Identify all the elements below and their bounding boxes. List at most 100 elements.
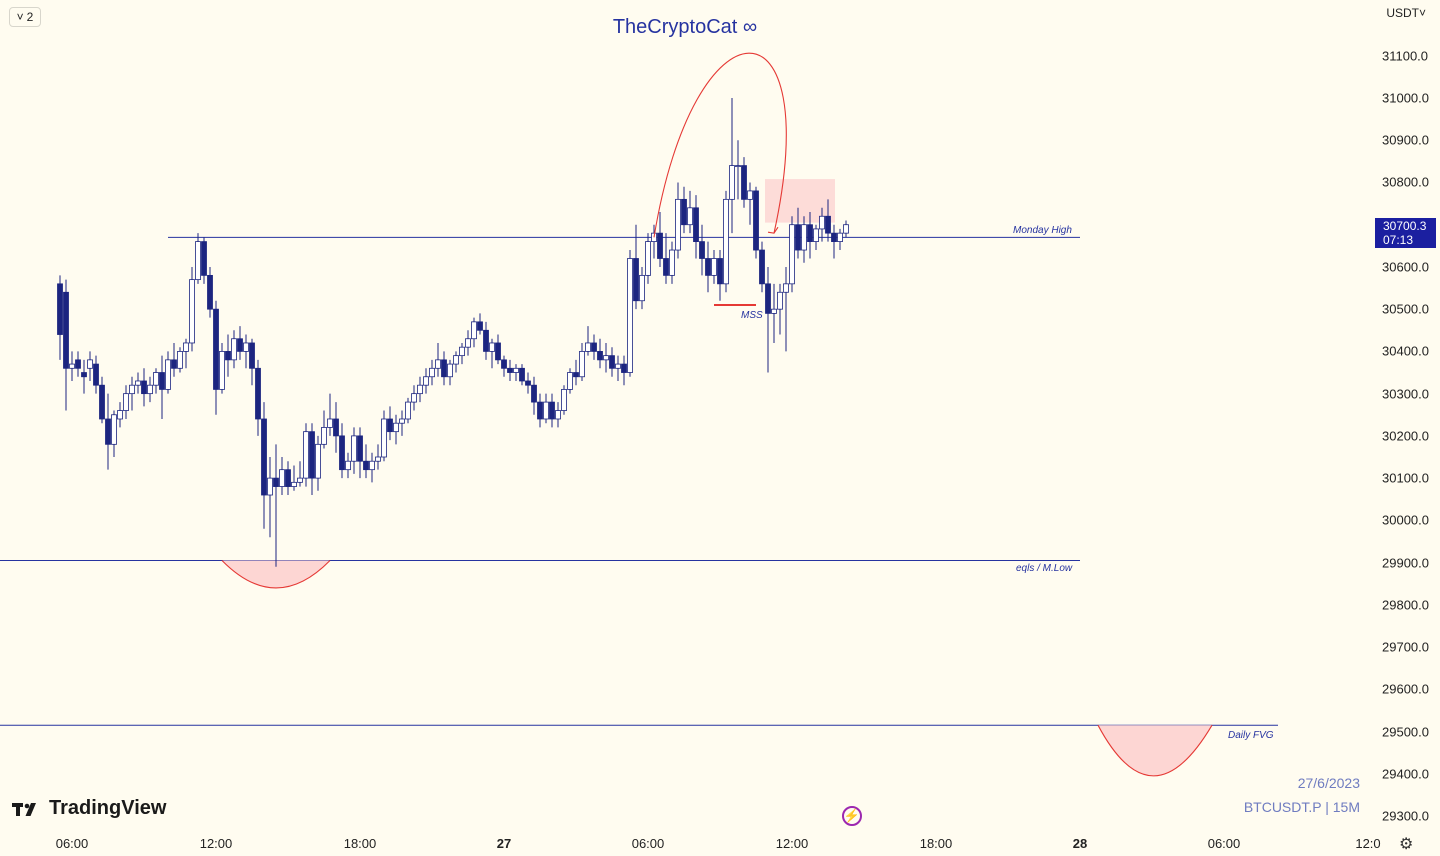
- candle-body-102: [669, 249, 675, 276]
- candle-body-28: [225, 351, 231, 361]
- candle-body-46: [333, 418, 339, 437]
- candle-body-25: [207, 274, 213, 310]
- time-tick-label: 12:00: [199, 836, 233, 851]
- price-tick-label: 30000.0: [1382, 512, 1429, 528]
- candle-body-130: [837, 232, 843, 242]
- mss-label: MSS: [741, 310, 763, 321]
- candle-body-48: [345, 460, 351, 471]
- price-tick-label: 30300.0: [1382, 386, 1429, 402]
- monday-high-label: Monday High: [1013, 225, 1072, 236]
- candle-body-19: [171, 359, 177, 369]
- candle-body-30: [237, 338, 243, 352]
- candle-body-66: [453, 355, 459, 365]
- chart-title: TheCryptoCat ∞: [612, 16, 758, 38]
- candle-body-61: [423, 376, 429, 386]
- candle-body-116: [753, 190, 759, 251]
- chevron-down-icon: ˅: [16, 10, 24, 24]
- candle-body-114: [741, 165, 747, 200]
- price-tick-label: 29600.0: [1382, 681, 1429, 697]
- candle-body-5: [87, 359, 93, 369]
- candle-body-117: [759, 249, 765, 285]
- candle-body-73: [495, 342, 501, 361]
- candle-body-101: [663, 258, 669, 276]
- candle-body-37: [279, 469, 285, 487]
- candle-body-15: [147, 384, 153, 395]
- price-tick-label: 29800.0: [1382, 597, 1429, 613]
- candle-body-34: [261, 418, 267, 496]
- price-axis[interactable]: 31100.031000.030900.030800.030700.030600…: [1370, 0, 1440, 826]
- candle-body-52: [369, 460, 375, 471]
- candle-body-45: [327, 418, 333, 428]
- candle-body-40: [297, 477, 303, 483]
- candle-body-68: [465, 338, 471, 348]
- price-tick-label: 30900.0: [1382, 132, 1429, 148]
- time-tick-label: 12:0: [1355, 836, 1381, 851]
- lightning-icon[interactable]: ⚡: [842, 806, 862, 826]
- price-tick-label: 31000.0: [1382, 90, 1429, 106]
- layout-selector-button[interactable]: ˅ 2: [9, 7, 41, 27]
- candle-body-47: [339, 435, 345, 471]
- candle-body-18: [165, 359, 171, 390]
- candle-body-49: [351, 435, 357, 462]
- price-tick-label: 30500.0: [1382, 301, 1429, 317]
- logo-text: TradingView: [49, 797, 167, 819]
- candlestick-chart[interactable]: [0, 0, 1370, 826]
- candle-body-81: [543, 401, 549, 420]
- candle-body-120: [777, 291, 783, 310]
- candle-body-60: [417, 384, 423, 395]
- candle-body-126: [813, 228, 819, 243]
- time-tick-label: 28: [1072, 836, 1088, 851]
- candle-body-31: [243, 342, 249, 352]
- daily-fvg-arc-fill: [1098, 725, 1212, 776]
- current-price-tag: 30700.3 07:13: [1375, 218, 1436, 248]
- reversal-arrow-icon: [767, 226, 779, 234]
- candle-body-0: [57, 283, 63, 335]
- candle-body-118: [765, 283, 771, 314]
- candle-body-38: [285, 469, 291, 487]
- candle-body-43: [315, 443, 321, 479]
- candle-body-127: [819, 215, 825, 230]
- candle-body-112: [729, 165, 735, 200]
- candle-body-75: [507, 367, 513, 373]
- candle-body-10: [117, 410, 123, 420]
- candle-body-109: [711, 258, 717, 276]
- currency-selector[interactable]: USDT˅: [1386, 6, 1426, 20]
- candle-body-98: [645, 241, 651, 276]
- candle-body-62: [429, 367, 435, 378]
- candle-body-35: [267, 477, 273, 496]
- candle-body-83: [555, 410, 561, 420]
- candle-body-87: [579, 351, 585, 378]
- candle-body-77: [519, 367, 525, 382]
- current-price: 30700.3: [1383, 219, 1427, 233]
- candle-body-85: [567, 372, 573, 390]
- candle-body-55: [387, 418, 393, 433]
- candle-body-111: [723, 198, 729, 285]
- price-tick-label: 31100.0: [1382, 48, 1429, 64]
- candle-body-113: [735, 165, 741, 167]
- candle-body-93: [615, 363, 621, 369]
- price-tick-label: 29700.0: [1382, 639, 1429, 655]
- candle-body-121: [783, 283, 789, 293]
- candle-body-129: [831, 232, 837, 242]
- price-tick-label: 30600.0: [1382, 259, 1429, 275]
- candle-body-104: [681, 198, 687, 226]
- candle-body-54: [381, 418, 387, 458]
- candle-body-11: [123, 393, 129, 411]
- gear-icon[interactable]: ⚙: [1399, 836, 1414, 853]
- candle-body-90: [597, 351, 603, 361]
- candle-body-106: [693, 207, 699, 243]
- candle-body-80: [537, 401, 543, 420]
- time-tick-label: 12:00: [775, 836, 809, 851]
- candle-body-17: [159, 372, 165, 390]
- candle-body-131: [843, 224, 849, 234]
- candle-body-50: [357, 435, 363, 462]
- candle-body-21: [183, 342, 189, 352]
- candle-body-44: [321, 427, 327, 445]
- daily-fvg-arc: [1097, 724, 1213, 777]
- candle-body-2: [69, 363, 75, 369]
- price-tick-label: 29500.0: [1382, 724, 1429, 740]
- candle-body-124: [801, 224, 807, 251]
- tradingview-logo[interactable]: TradingView: [12, 797, 166, 820]
- candle-body-4: [81, 372, 87, 378]
- candle-body-23: [195, 241, 201, 281]
